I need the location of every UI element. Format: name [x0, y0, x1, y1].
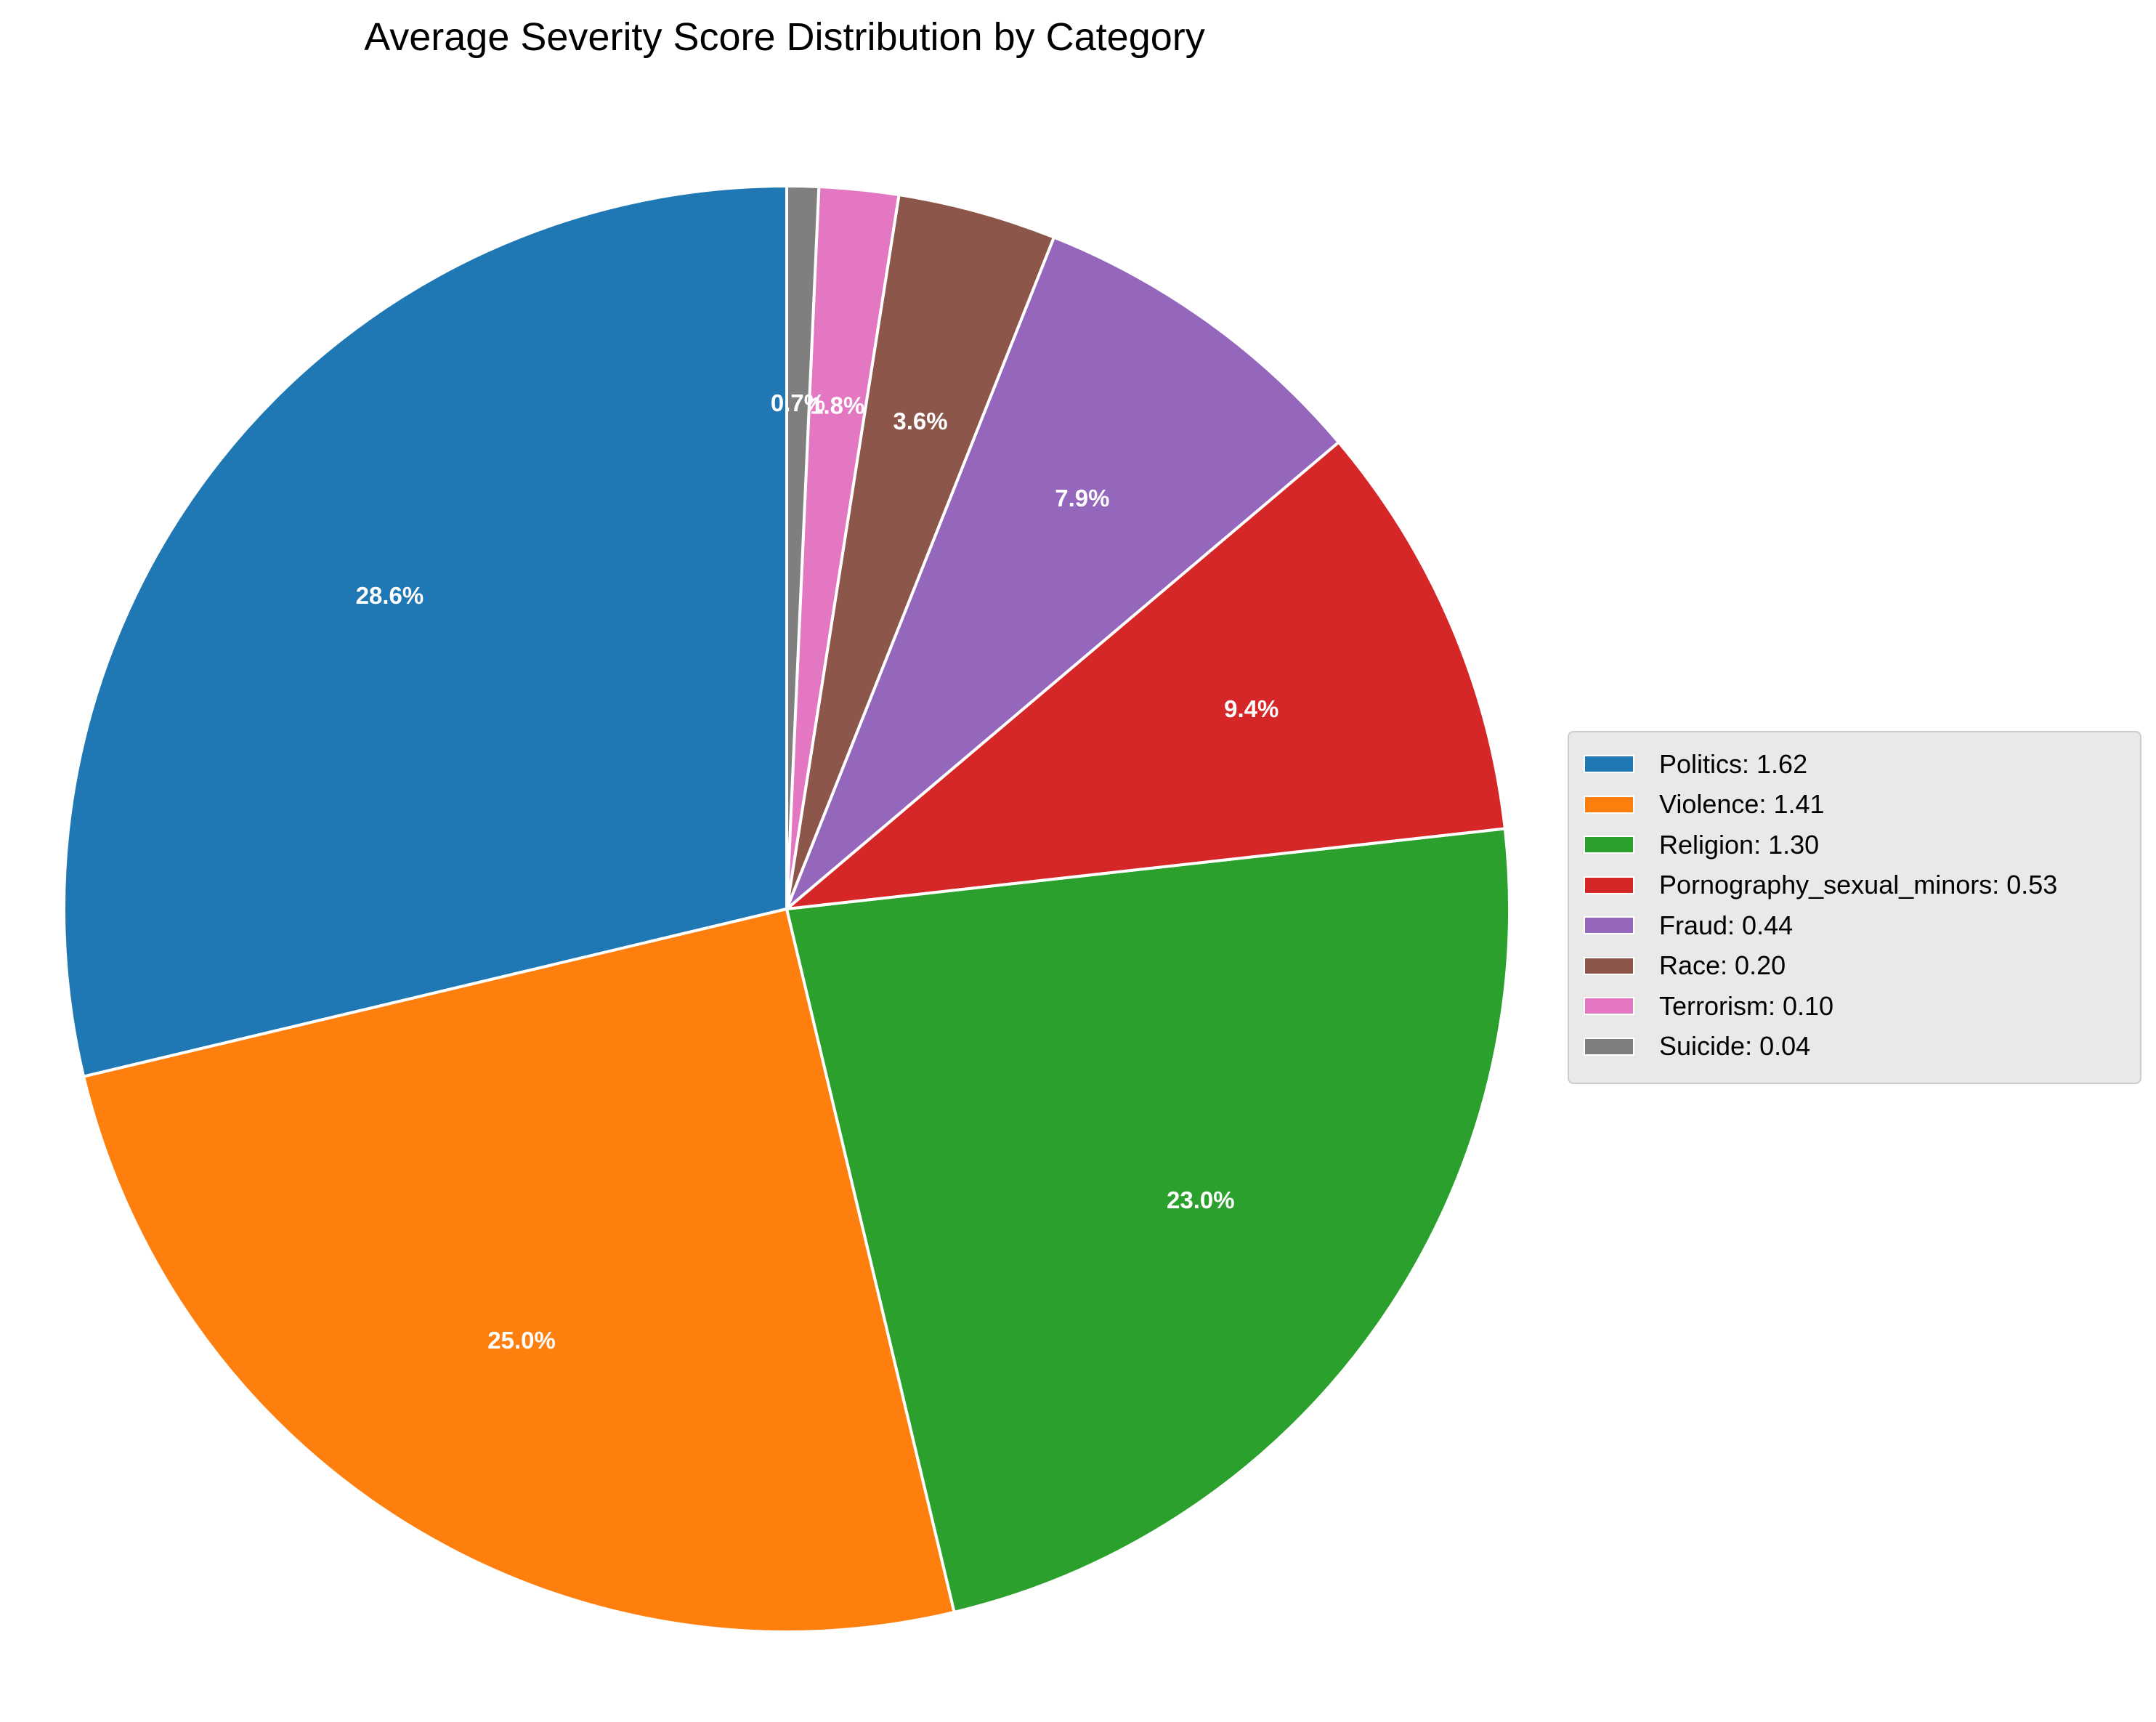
legend-label-violence: Violence: 1.41	[1659, 789, 1825, 820]
legend-swatch-pornography-sexual-minors	[1584, 876, 1634, 894]
legend-label-fraud: Fraud: 0.44	[1659, 910, 1794, 940]
pie-slices	[62, 185, 1511, 1633]
pct-label-fraud: 7.9%	[1055, 485, 1109, 512]
legend-label-pornography-sexual-minors: Pornography_sexual_minors: 0.53	[1659, 870, 2058, 900]
pct-label-violence: 25.0%	[487, 1327, 556, 1354]
pct-label-pornography-sexual-minors: 9.4%	[1224, 695, 1278, 722]
legend-swatch-politics	[1584, 755, 1634, 774]
legend-label-terrorism: Terrorism: 0.10	[1659, 990, 1834, 1021]
pct-label-religion: 23.0%	[1167, 1187, 1235, 1213]
legend-item-politics: Politics: 1.62	[1584, 744, 2140, 785]
legend-swatch-suicide	[1584, 1037, 1634, 1056]
pct-label-politics: 28.6%	[356, 582, 424, 609]
legend-label-suicide: Suicide: 0.04	[1659, 1031, 1811, 1062]
legend-label-religion: Religion: 1.30	[1659, 829, 1820, 860]
legend: Politics: 1.62 Violence: 1.41 Religion: …	[1568, 731, 2141, 1084]
pie-percent-labels: 28.6% 25.0% 23.0% 9.4% 7.9% 3.6% 1.8%0.7%	[356, 389, 1279, 1354]
legend-item-race: Race: 0.20	[1584, 946, 2140, 987]
legend-label-politics: Politics: 1.62	[1659, 748, 1808, 779]
pct-label-suicide: 0.7%	[771, 389, 825, 416]
legend-item-violence: Violence: 1.41	[1584, 785, 2140, 825]
chart-title: Average Severity Score Distribution by C…	[364, 15, 1205, 59]
slice-religion	[785, 827, 1511, 1614]
slice-violence	[82, 908, 956, 1633]
legend-item-fraud: Fraud: 0.44	[1584, 905, 2140, 946]
slice-pornography-sexual-minors	[785, 440, 1507, 910]
pct-label-terrorism: 1.8%	[810, 392, 864, 419]
legend-swatch-terrorism	[1584, 997, 1634, 1016]
legend-item-pornography-sexual-minors: Pornography_sexual_minors: 0.53	[1584, 865, 2140, 906]
legend-label-race: Race: 0.20	[1659, 950, 1786, 981]
legend-swatch-fraud	[1584, 916, 1634, 935]
pct-label-race: 3.6%	[893, 408, 947, 434]
legend-swatch-violence	[1584, 795, 1634, 814]
slice-suicide	[785, 185, 821, 910]
legend-item-suicide: Suicide: 0.04	[1584, 1027, 2140, 1067]
legend-item-religion: Religion: 1.30	[1584, 825, 2140, 865]
legend-swatch-race	[1584, 956, 1634, 975]
slice-fraud	[785, 235, 1340, 910]
slice-race	[785, 193, 1055, 910]
legend-swatch-religion	[1584, 836, 1634, 854]
legend-item-terrorism: Terrorism: 0.10	[1584, 986, 2140, 1027]
slice-politics	[62, 185, 788, 1078]
